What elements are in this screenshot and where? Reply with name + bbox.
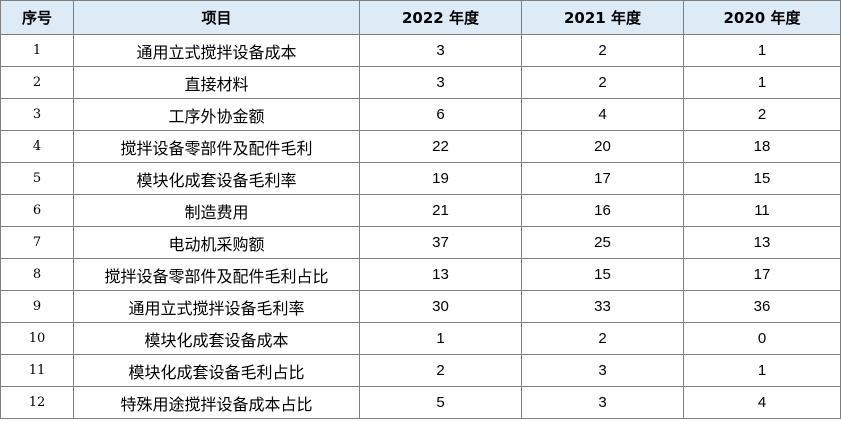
row-index: 11 [0, 354, 74, 387]
row-value-2020: 4 [683, 386, 841, 419]
row-value-2022: 22 [359, 130, 522, 163]
row-value-2022: 21 [359, 194, 522, 227]
table-row: 10 模块化成套设备成本 1 2 0 [0, 322, 841, 355]
header-2021: 2021 年度 [521, 0, 684, 35]
row-value-2021: 16 [521, 194, 684, 227]
row-item: 搅拌设备零部件及配件毛利 [73, 130, 360, 163]
row-index: 9 [0, 290, 74, 323]
header-index: 序号 [0, 0, 74, 35]
row-value-2021: 15 [521, 258, 684, 291]
row-value-2022: 19 [359, 162, 522, 195]
row-value-2022: 37 [359, 226, 522, 259]
table-row: 12 特殊用途搅拌设备成本占比 5 3 4 [0, 386, 841, 419]
row-index: 7 [0, 226, 74, 259]
table-row: 7 电动机采购额 37 25 13 [0, 226, 841, 259]
row-value-2020: 1 [683, 66, 841, 99]
table-row: 11 模块化成套设备毛利占比 2 3 1 [0, 354, 841, 387]
row-value-2022: 3 [359, 66, 522, 99]
row-value-2020: 17 [683, 258, 841, 291]
row-value-2020: 1 [683, 34, 841, 67]
header-item: 项目 [73, 0, 360, 35]
row-value-2022: 5 [359, 386, 522, 419]
row-index: 4 [0, 130, 74, 163]
table-row: 6 制造费用 21 16 11 [0, 194, 841, 227]
table-row: 5 模块化成套设备毛利率 19 17 15 [0, 162, 841, 195]
row-item: 模块化成套设备毛利率 [73, 162, 360, 195]
row-value-2021: 2 [521, 66, 684, 99]
row-value-2020: 0 [683, 322, 841, 355]
row-value-2020: 36 [683, 290, 841, 323]
row-index: 12 [0, 386, 74, 419]
row-index: 2 [0, 66, 74, 99]
row-index: 1 [0, 34, 74, 67]
table-row: 1 通用立式搅拌设备成本 3 2 1 [0, 34, 841, 67]
row-item: 模块化成套设备毛利占比 [73, 354, 360, 387]
row-value-2021: 3 [521, 354, 684, 387]
table-row: 8 搅拌设备零部件及配件毛利占比 13 15 17 [0, 258, 841, 291]
row-value-2021: 25 [521, 226, 684, 259]
row-index: 10 [0, 322, 74, 355]
row-value-2022: 2 [359, 354, 522, 387]
table-row: 2 直接材料 3 2 1 [0, 66, 841, 99]
row-value-2022: 13 [359, 258, 522, 291]
row-value-2021: 4 [521, 98, 684, 131]
table-row: 4 搅拌设备零部件及配件毛利 22 20 18 [0, 130, 841, 163]
row-value-2022: 3 [359, 34, 522, 67]
table-row: 9 通用立式搅拌设备毛利率 30 33 36 [0, 290, 841, 323]
table-row: 3 工序外协金额 6 4 2 [0, 98, 841, 131]
row-value-2021: 33 [521, 290, 684, 323]
row-value-2020: 15 [683, 162, 841, 195]
row-item: 工序外协金额 [73, 98, 360, 131]
row-item: 制造费用 [73, 194, 360, 227]
row-item: 通用立式搅拌设备成本 [73, 34, 360, 67]
row-item: 模块化成套设备成本 [73, 322, 360, 355]
row-value-2021: 2 [521, 34, 684, 67]
row-value-2021: 17 [521, 162, 684, 195]
header-2020: 2020 年度 [683, 0, 841, 35]
row-value-2020: 11 [683, 194, 841, 227]
row-value-2021: 2 [521, 322, 684, 355]
row-item: 通用立式搅拌设备毛利率 [73, 290, 360, 323]
row-value-2020: 2 [683, 98, 841, 131]
row-value-2022: 6 [359, 98, 522, 131]
row-value-2022: 1 [359, 322, 522, 355]
row-item: 搅拌设备零部件及配件毛利占比 [73, 258, 360, 291]
row-value-2020: 18 [683, 130, 841, 163]
row-index: 6 [0, 194, 74, 227]
row-value-2020: 13 [683, 226, 841, 259]
row-index: 5 [0, 162, 74, 195]
row-value-2020: 1 [683, 354, 841, 387]
header-2022: 2022 年度 [359, 0, 522, 35]
row-value-2021: 3 [521, 386, 684, 419]
row-item: 直接材料 [73, 66, 360, 99]
header-row: 序号 项目 2022 年度 2021 年度 2020 年度 [0, 0, 841, 35]
row-item: 特殊用途搅拌设备成本占比 [73, 386, 360, 419]
row-index: 8 [0, 258, 74, 291]
row-item: 电动机采购额 [73, 226, 360, 259]
row-value-2022: 30 [359, 290, 522, 323]
row-value-2021: 20 [521, 130, 684, 163]
row-index: 3 [0, 98, 74, 131]
